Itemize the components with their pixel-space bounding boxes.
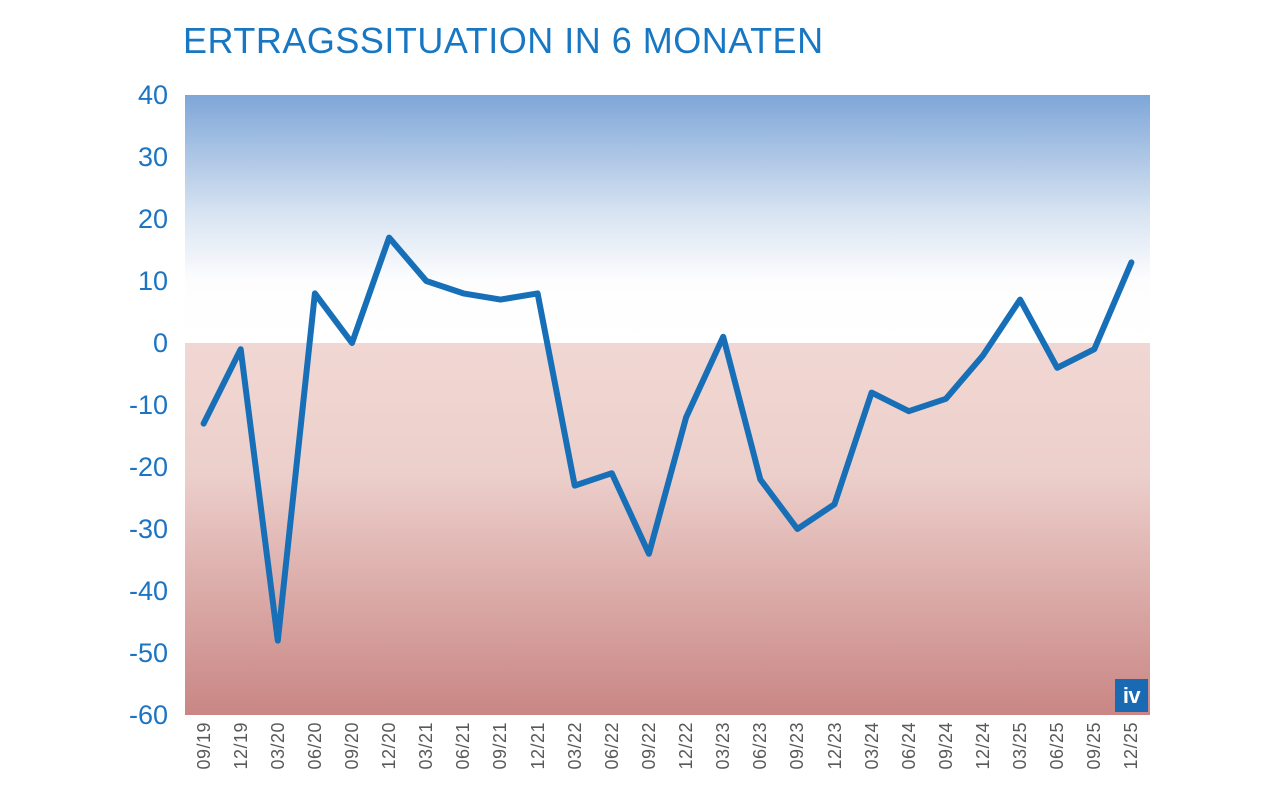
x-tick-label: 03/21 <box>416 722 437 770</box>
data-line <box>200 234 1135 644</box>
x-tick-label: 12/24 <box>972 722 993 770</box>
x-tick-label: 06/23 <box>750 722 771 770</box>
x-tick-label: 12/20 <box>379 722 400 770</box>
iv-logo-text: iv <box>1122 682 1141 708</box>
x-tick-label: 12/21 <box>527 722 548 770</box>
x-tick-label: 12/22 <box>676 722 697 770</box>
x-tick-label: 06/24 <box>898 722 919 770</box>
x-tick-label: 09/19 <box>193 722 214 770</box>
x-tick-label: 09/22 <box>638 722 659 770</box>
x-tick-label: 12/23 <box>824 722 845 770</box>
chart-title: ERTRAGSSITUATION IN 6 MONATEN <box>183 20 824 61</box>
positive-zone-gradient <box>185 95 1150 343</box>
x-tick-label: 09/25 <box>1084 722 1105 770</box>
line-chart-svg <box>200 234 1135 644</box>
x-tick-label: 09/23 <box>787 722 808 770</box>
y-tick-label: 30 <box>137 142 168 172</box>
y-tick-label: 0 <box>152 328 168 358</box>
y-tick-label: 40 <box>137 80 168 110</box>
x-tick-label: 06/22 <box>601 722 622 770</box>
x-tick-label: 03/22 <box>564 722 585 770</box>
y-tick-label: -40 <box>128 576 168 606</box>
plot-area: iv <box>185 95 1150 715</box>
y-tick-label: -50 <box>128 638 168 668</box>
x-tick-label: 12/25 <box>1121 722 1142 770</box>
negative-zone-gradient <box>185 343 1150 715</box>
y-tick-label: -20 <box>128 452 168 482</box>
y-tick-label: 10 <box>137 266 168 296</box>
y-tick-label: -10 <box>128 390 168 420</box>
x-tick-label: 06/20 <box>304 722 325 770</box>
x-tick-label: 06/21 <box>453 722 474 770</box>
y-tick-label: 20 <box>137 204 168 234</box>
x-tick-label: 09/20 <box>342 722 363 770</box>
iv-logo: iv <box>1115 679 1148 712</box>
x-tick-label: 09/21 <box>490 722 511 770</box>
x-tick-label: 03/20 <box>267 722 288 770</box>
x-tick-label: 03/25 <box>1010 722 1031 770</box>
x-tick-label: 03/24 <box>861 722 882 770</box>
y-tick-label: -30 <box>128 514 168 544</box>
x-tick-label: 06/25 <box>1047 722 1068 770</box>
x-tick-label: 03/23 <box>713 722 734 770</box>
x-tick-label: 09/24 <box>935 722 956 770</box>
x-tick-label: 12/19 <box>230 722 251 770</box>
y-tick-label: -60 <box>128 700 168 730</box>
